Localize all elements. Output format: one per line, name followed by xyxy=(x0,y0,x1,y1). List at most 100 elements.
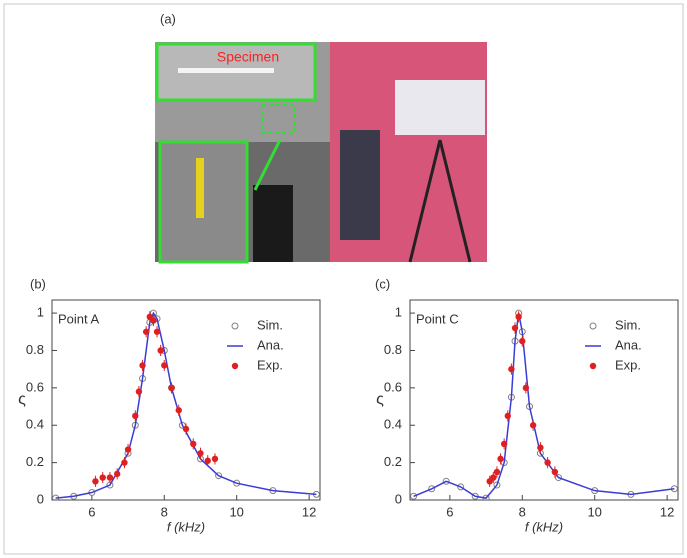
exp-point xyxy=(142,328,150,335)
exp-point xyxy=(551,468,559,476)
exp-point xyxy=(522,384,530,392)
exp-point xyxy=(99,474,106,481)
detail-box xyxy=(261,104,296,134)
x-tick-label: 8 xyxy=(161,504,168,519)
exp-point xyxy=(537,444,544,451)
exp-point xyxy=(135,388,143,395)
exp-point xyxy=(493,468,501,476)
exp-point xyxy=(500,440,508,448)
y-tick-label: 0.6 xyxy=(26,379,44,394)
sim-point xyxy=(178,421,186,429)
sim-point xyxy=(554,474,562,482)
exp-point xyxy=(175,407,182,414)
photo-tripod xyxy=(408,139,442,263)
legend-swatch xyxy=(589,322,597,330)
legend-label: Sim. xyxy=(615,317,641,332)
exp-point xyxy=(529,422,537,429)
exp-point xyxy=(190,440,197,448)
y-tick-label: 1 xyxy=(395,305,402,320)
legend-swatch xyxy=(231,322,239,330)
panel-label: (c) xyxy=(375,276,390,291)
y-tick-label: 0.4 xyxy=(384,417,402,432)
exp-point xyxy=(497,455,504,463)
panel-label: (a) xyxy=(160,11,176,26)
legend-label: Ana. xyxy=(257,337,284,352)
plot-area xyxy=(51,299,321,501)
y-tick-label: 0.6 xyxy=(384,379,402,394)
legend-label: Exp. xyxy=(257,357,283,372)
ana-line xyxy=(55,311,317,499)
sim-point xyxy=(428,485,436,493)
panel-label: (b) xyxy=(30,276,46,291)
x-tick-label: 12 xyxy=(302,504,316,519)
exp-point xyxy=(544,459,551,466)
y-axis-label: ς xyxy=(18,391,26,408)
photo-amplifier xyxy=(340,130,380,240)
photo-vibrometer xyxy=(395,80,485,135)
exp-point xyxy=(168,384,175,392)
x-axis-label: f (kHz) xyxy=(525,519,563,534)
exp-point xyxy=(511,324,519,332)
specimen-beam xyxy=(178,68,274,73)
legend-label: Exp. xyxy=(615,357,641,372)
legend-swatch xyxy=(589,362,597,370)
exp-point xyxy=(132,412,139,420)
plot-marks xyxy=(410,309,678,500)
exp-point xyxy=(211,455,219,463)
y-tick-label: 0 xyxy=(37,491,44,506)
sim-point xyxy=(457,483,465,491)
photo: Specimen xyxy=(155,42,487,264)
x-tick-label: 10 xyxy=(587,504,601,519)
plot-area xyxy=(409,299,679,501)
photo-text: Specimen xyxy=(217,49,279,65)
y-tick-label: 0.2 xyxy=(26,454,44,469)
y-tick-label: 0 xyxy=(395,491,402,506)
exp-point xyxy=(106,474,114,481)
exp-point xyxy=(124,446,132,453)
y-tick-label: 0.8 xyxy=(384,342,402,357)
exp-point xyxy=(515,313,522,321)
exp-point xyxy=(150,317,157,324)
legend-swatch xyxy=(231,362,239,370)
exp-point xyxy=(519,337,526,345)
exp-point xyxy=(161,362,168,369)
x-tick-label: 6 xyxy=(88,504,95,519)
x-tick-label: 10 xyxy=(229,504,243,519)
legend-label: Ana. xyxy=(615,337,642,352)
y-tick-label: 0.8 xyxy=(26,342,44,357)
exp-point xyxy=(139,362,146,369)
sim-point xyxy=(442,477,450,485)
exp-point xyxy=(113,470,121,478)
arrow xyxy=(253,139,282,191)
x-axis-label: f (kHz) xyxy=(167,519,205,534)
y-axis-label: ς xyxy=(376,391,384,408)
inset-stinger xyxy=(196,158,204,218)
photo-shaker xyxy=(253,185,293,262)
annotation: Point A xyxy=(58,311,100,326)
annotation: Point C xyxy=(416,311,459,326)
legend-label: Sim. xyxy=(257,317,283,332)
x-tick-label: 8 xyxy=(519,504,526,519)
y-tick-label: 0.2 xyxy=(384,454,402,469)
photo-tripod xyxy=(438,139,472,263)
exp-point xyxy=(153,328,161,335)
exp-point xyxy=(504,412,511,420)
plot-marks xyxy=(52,309,320,500)
sim-point xyxy=(215,472,223,480)
x-tick-label: 12 xyxy=(660,504,674,519)
exp-point xyxy=(508,365,515,373)
sim-point xyxy=(410,492,418,500)
exp-point xyxy=(197,450,204,457)
exp-point xyxy=(204,457,211,464)
exp-point xyxy=(121,459,128,466)
exp-point xyxy=(157,347,164,354)
x-tick-label: 6 xyxy=(446,504,453,519)
exp-point xyxy=(490,474,497,481)
sim-point xyxy=(493,481,501,489)
exp-point xyxy=(182,425,190,433)
frame xyxy=(3,3,684,555)
exp-point xyxy=(92,478,99,485)
y-tick-label: 1 xyxy=(37,305,44,320)
